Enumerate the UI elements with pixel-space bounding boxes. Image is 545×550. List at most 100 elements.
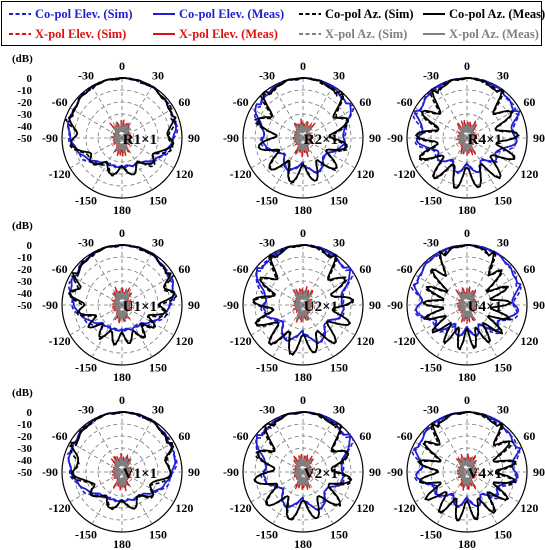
radial-tick-label: -20 (17, 264, 32, 276)
legend-label: Co-pol Az. (Meas) (449, 7, 545, 21)
angle-tick-label: -150 (75, 360, 97, 374)
unit-label: (dB) (12, 53, 33, 65)
radial-tick-label: -10 (17, 252, 32, 264)
angle-tick-label: -30 (259, 236, 275, 250)
grid-spoke (69, 274, 123, 306)
legend-swatch (9, 33, 31, 35)
angle-tick-label: -60 (397, 262, 413, 276)
angle-tick-label: -150 (256, 527, 278, 541)
legend-item: X-pol Elev. (Sim) (8, 25, 126, 43)
angle-tick-label: -30 (78, 403, 94, 417)
legend-item: X-pol Elev. (Meas) (152, 25, 278, 43)
legend-item: Co-pol Elev. (Sim) (8, 5, 133, 23)
grid-spoke (69, 107, 123, 139)
co-az-meas-curve (252, 244, 354, 356)
angle-tick-label: -90 (387, 298, 403, 312)
angle-tick-label: -30 (423, 236, 439, 250)
panel-label: V1×1 (123, 466, 157, 482)
x-az-meas-curve (113, 121, 132, 155)
angle-tick-label: 180 (294, 370, 312, 384)
legend-item: X-pol Az. (Meas) (422, 25, 539, 43)
angle-tick-label: 120 (520, 334, 538, 348)
angle-tick-label: 30 (497, 403, 509, 417)
angle-tick-label: 150 (494, 193, 512, 207)
radial-tick-label: -40 (17, 121, 32, 133)
grid-spoke (302, 107, 356, 139)
angle-tick-label: 0 (119, 393, 125, 407)
polar-panel: 0306090120150180-150-120-90-60-300-10-20… (12, 53, 200, 217)
angle-tick-label: 30 (333, 403, 345, 417)
angle-tick-label: 150 (149, 193, 167, 207)
x-az-meas-curve (112, 288, 132, 322)
grid-spoke (414, 137, 468, 169)
angle-tick-label: -120 (49, 334, 71, 348)
angle-tick-label: 60 (178, 262, 190, 276)
legend-label: Co-pol Az. (Sim) (325, 7, 414, 21)
grid-spoke (466, 471, 520, 503)
angle-tick-label: 90 (533, 131, 545, 145)
grid-spoke (69, 137, 123, 169)
grid-spoke (466, 107, 520, 139)
legend-label: Co-pol Elev. (Meas) (179, 7, 285, 21)
angle-tick-label: 150 (494, 527, 512, 541)
radial-tick-label: -50 (17, 133, 32, 145)
co-az-meas-curve (253, 411, 353, 521)
polar-panel: 0 30 60 90 120 150 180 -150 -120 -90 -60 -30 U2×1 (223, 226, 381, 384)
angle-tick-label: 30 (497, 236, 509, 250)
angle-tick-label: -90 (223, 298, 239, 312)
radial-tick-label: -10 (17, 419, 32, 431)
angle-tick-label: -120 (394, 334, 416, 348)
co-az-meas-curve (422, 244, 512, 350)
angle-tick-label: -60 (52, 429, 68, 443)
legend-item: Co-pol Elev. (Meas) (152, 5, 284, 23)
angle-tick-label: 60 (523, 429, 535, 443)
angle-tick-label: 120 (520, 501, 538, 515)
polar-panel: 0 30 60 90 120 150 180 -150 -120 -90 -60 -30 R4×1 (387, 59, 545, 217)
angle-tick-label: 30 (333, 69, 345, 83)
panel-label: U4×1 (468, 299, 502, 315)
angle-tick-label: 0 (464, 393, 470, 407)
angle-tick-label: 180 (113, 537, 131, 550)
x-az-meas-curve (456, 121, 477, 155)
grid-spoke (69, 304, 123, 336)
radial-tick-label: 0 (27, 407, 33, 419)
angle-tick-label: 90 (188, 131, 200, 145)
radial-tick-label: -30 (17, 443, 32, 455)
grid-spoke (414, 107, 468, 139)
angle-tick-label: 120 (356, 501, 374, 515)
angle-tick-label: 0 (300, 393, 306, 407)
legend-swatch (9, 13, 31, 15)
angle-tick-label: 60 (523, 95, 535, 109)
grid-circle (254, 256, 352, 354)
angle-tick-label: 90 (188, 298, 200, 312)
legend-label: X-pol Az. (Meas) (449, 27, 539, 41)
angle-tick-label: 150 (149, 527, 167, 541)
angle-tick-label: -90 (387, 465, 403, 479)
angle-tick-label: -30 (259, 69, 275, 83)
grid-circle (254, 423, 352, 521)
polar-panel: 0 30 60 90 120 150 180 -150 -120 -90 -60 -30 R2×1 (223, 59, 381, 217)
angle-tick-label: 150 (330, 193, 348, 207)
angle-tick-label: 90 (369, 465, 381, 479)
angle-tick-label: 180 (294, 537, 312, 550)
angle-tick-label: 90 (369, 298, 381, 312)
angle-tick-label: 120 (356, 167, 374, 181)
grid-spoke (121, 107, 175, 139)
legend-label: X-pol Elev. (Sim) (35, 27, 127, 41)
angle-tick-label: -150 (420, 193, 442, 207)
x-az-meas-curve (293, 121, 313, 154)
radial-tick-label: -30 (17, 276, 32, 288)
panel-label: R4×1 (468, 132, 502, 148)
grid-spoke (250, 441, 304, 473)
angle-tick-label: -60 (233, 95, 249, 109)
angle-tick-label: 30 (152, 403, 164, 417)
grid-spoke (466, 304, 520, 336)
angle-tick-label: 150 (149, 360, 167, 374)
angle-tick-label: -120 (49, 167, 71, 181)
legend-swatch (299, 13, 321, 15)
radial-tick-label: -40 (17, 288, 32, 300)
co-az-meas-curve (415, 77, 519, 189)
angle-tick-label: -90 (42, 131, 58, 145)
angle-tick-label: -30 (423, 403, 439, 417)
